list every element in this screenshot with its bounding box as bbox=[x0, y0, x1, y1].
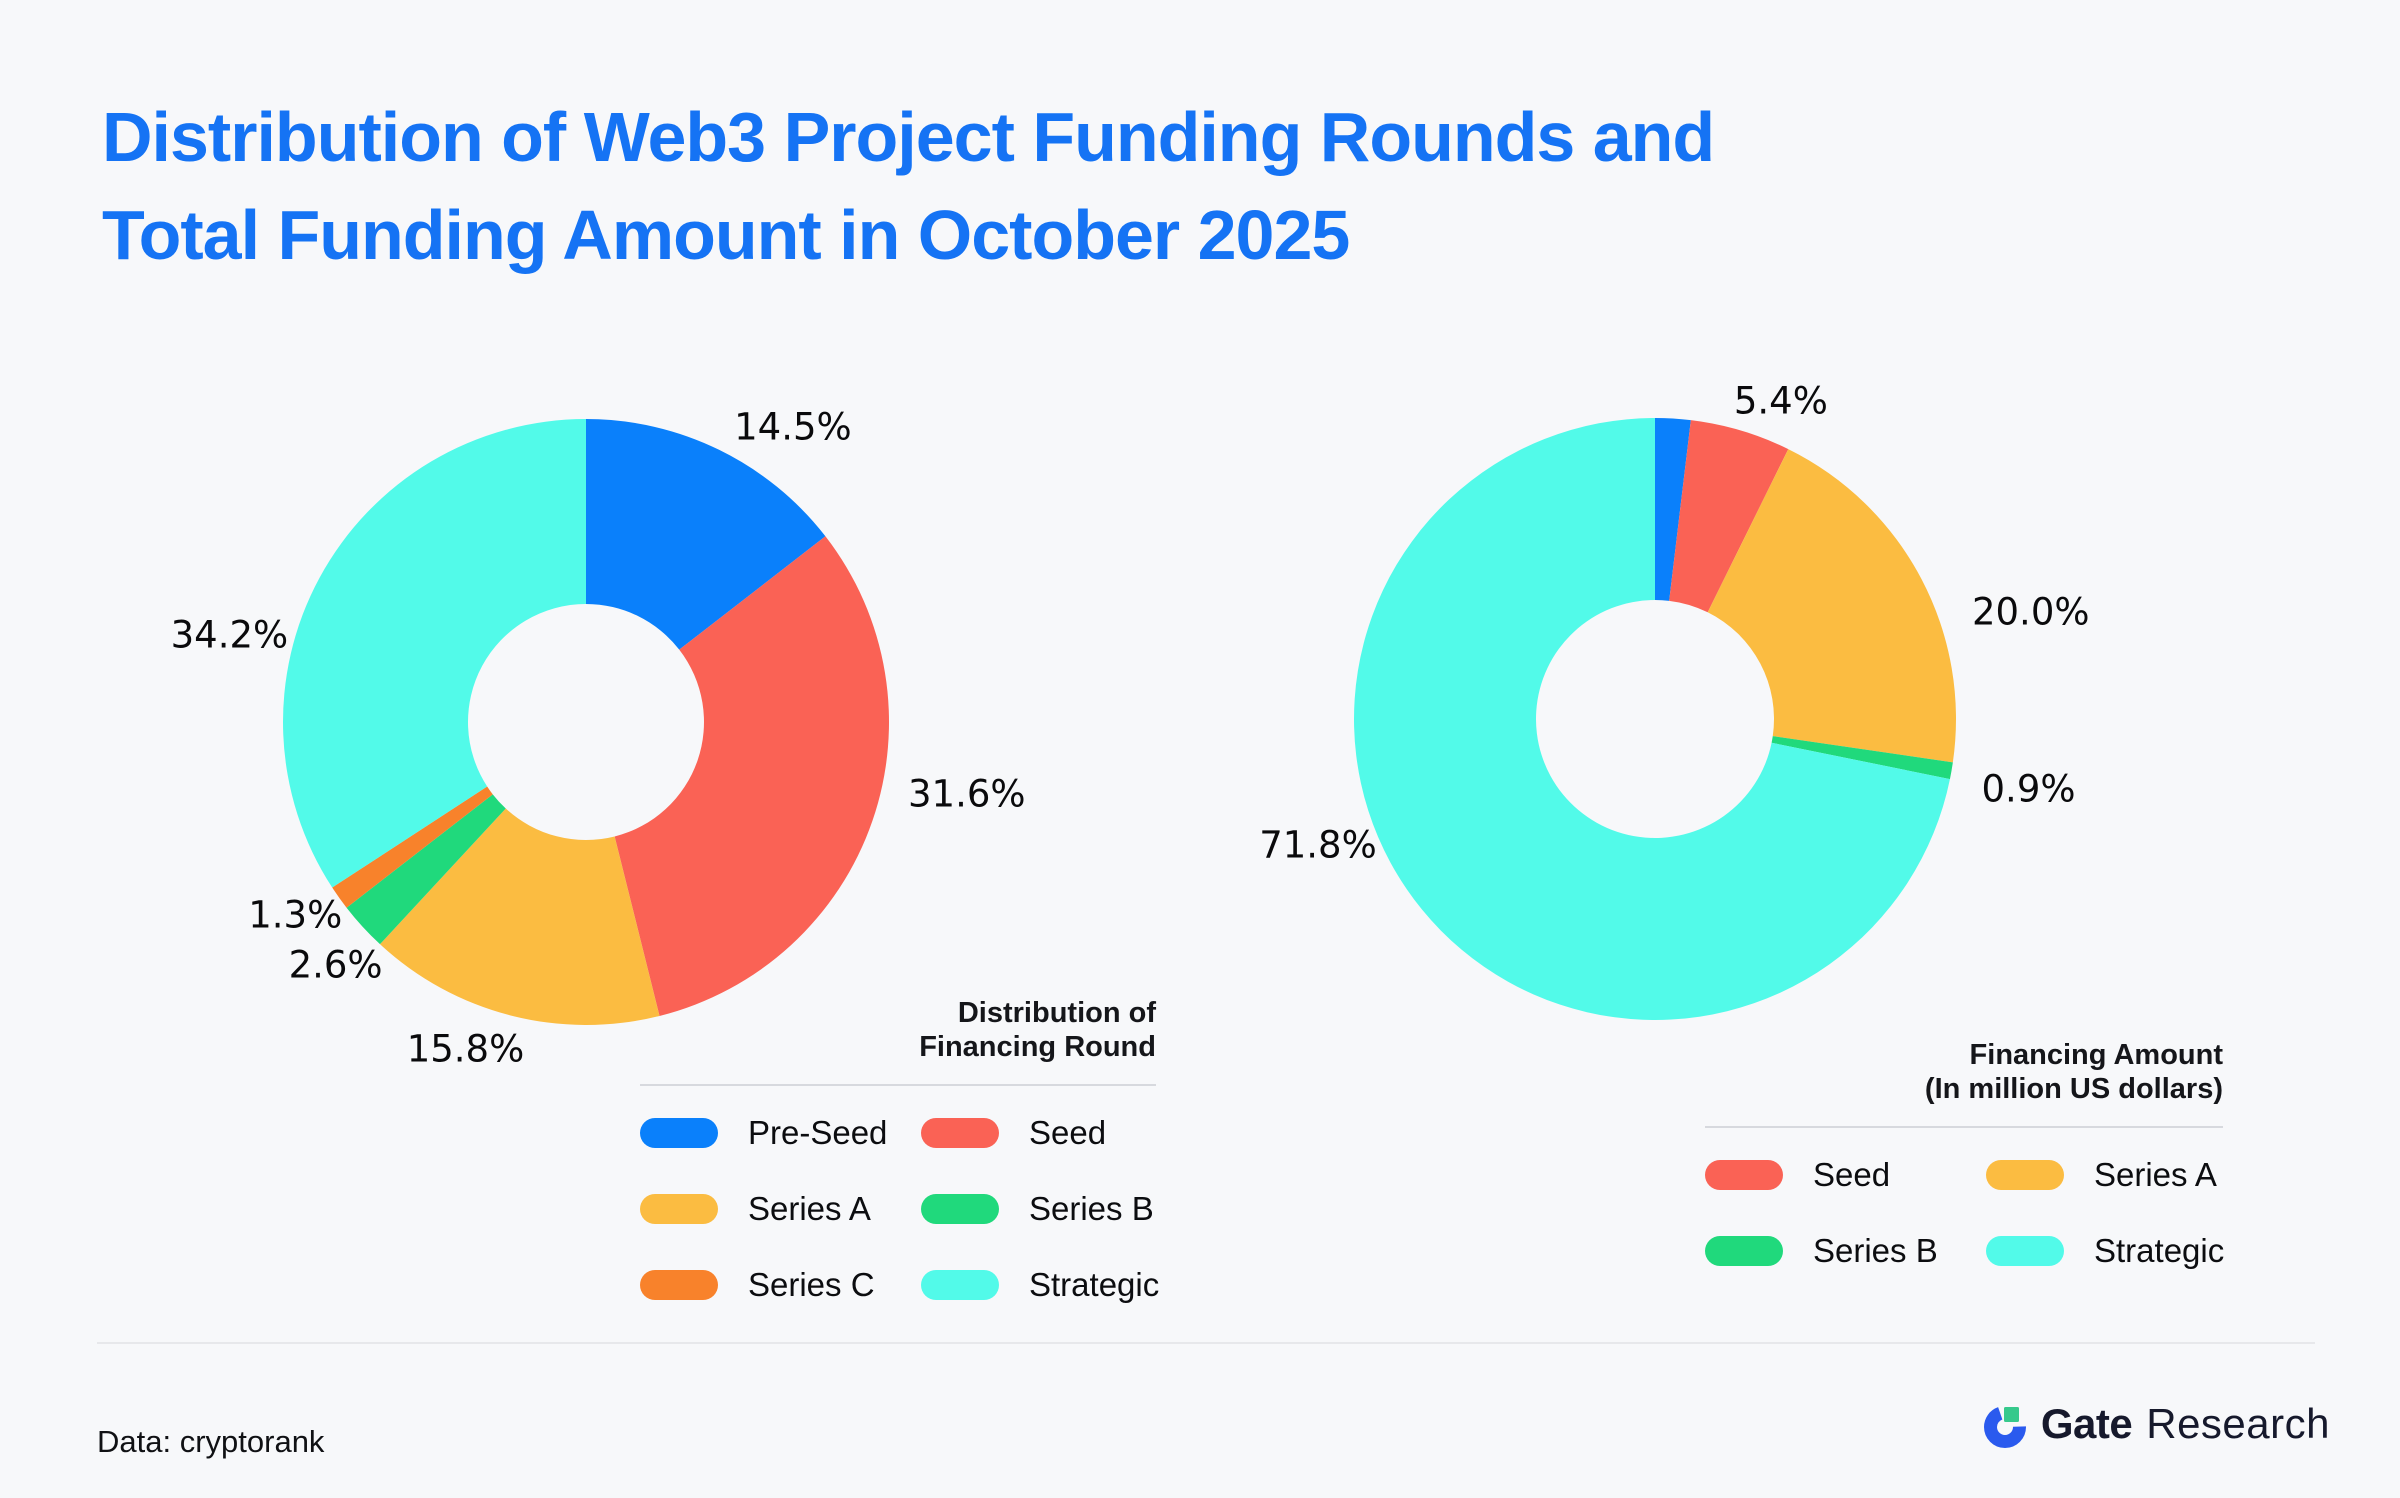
gate-logo-icon bbox=[1983, 1406, 2026, 1448]
legend-item-label: Series A bbox=[2094, 1156, 2217, 1193]
legend-swatch-icon bbox=[640, 1270, 718, 1300]
slice-seed bbox=[614, 536, 890, 1016]
pct-label-series-b: 0.9% bbox=[1981, 767, 2076, 811]
brand-name-research: Research bbox=[2146, 1400, 2330, 1447]
pct-label-seed: 31.6% bbox=[908, 772, 1026, 816]
donut-distribution-of-financing-round bbox=[282, 419, 890, 1026]
pct-label-strategic: 34.2% bbox=[170, 613, 289, 657]
gate-research-wordmark: Gate Research bbox=[2041, 1400, 2330, 1448]
legend-item-series-b: Series B bbox=[1705, 1232, 1986, 1270]
legend-item-strategic: Strategic bbox=[921, 1266, 1159, 1304]
legend-title-line: Financing Round bbox=[919, 1031, 1156, 1063]
legend-swatch-icon bbox=[921, 1194, 999, 1224]
slice-seed bbox=[1669, 420, 1789, 613]
page-title-line2: Total Funding Amount in October 2025 bbox=[102, 196, 1350, 274]
donut-financing-amount bbox=[1354, 418, 1956, 1020]
legend-swatch-icon bbox=[921, 1118, 999, 1148]
legend-item-label: Series B bbox=[1029, 1190, 1154, 1227]
data-source-label: Data: cryptorank bbox=[97, 1424, 325, 1459]
legend-divider bbox=[640, 1084, 1156, 1086]
legend-title-financing-round: Distribution of Financing Round bbox=[640, 996, 1156, 1064]
legend-item-label: Series B bbox=[1813, 1232, 1938, 1269]
footer-divider bbox=[97, 1342, 2315, 1344]
gate-research-logo: Gate Research bbox=[1983, 1398, 2330, 1450]
legend-swatch-icon bbox=[1705, 1160, 1783, 1190]
pct-label-series-a: 15.8% bbox=[406, 1027, 525, 1071]
brand-name-gate: Gate bbox=[2040, 1400, 2133, 1447]
slice-series-a bbox=[379, 808, 660, 1026]
legend-item-label: Series C bbox=[748, 1266, 875, 1303]
pct-label-series-a: 20.0% bbox=[1971, 590, 2090, 634]
legend-financing-amount: Financing Amount (In million US dollars) … bbox=[1705, 1038, 2224, 1270]
legend-item-series-b: Series B bbox=[921, 1190, 1159, 1228]
legend-swatch-icon bbox=[1986, 1160, 2064, 1190]
slice-series-b bbox=[1771, 736, 1953, 780]
legend-item-seed: Seed bbox=[921, 1114, 1159, 1152]
legend-swatch-icon bbox=[921, 1270, 999, 1300]
slice-strategic bbox=[1354, 418, 1950, 1020]
legend-divider bbox=[1705, 1126, 2223, 1128]
legend-item-label: Strategic bbox=[1029, 1266, 1160, 1303]
legend-title-line: (In million US dollars) bbox=[1924, 1073, 2223, 1105]
legend-swatch-icon bbox=[640, 1194, 718, 1224]
slice-series-a bbox=[1707, 449, 1956, 763]
legend-swatch-icon bbox=[640, 1118, 718, 1148]
slice-strategic bbox=[282, 419, 586, 888]
legend-item-pre-seed: Pre-Seed bbox=[640, 1114, 921, 1152]
legend-title-line: Financing Amount bbox=[1969, 1039, 2223, 1071]
legend-item-series-c: Series C bbox=[640, 1266, 921, 1304]
slice-pre-seed bbox=[586, 419, 826, 650]
legend-swatch-icon bbox=[1986, 1236, 2064, 1266]
legend-item-series-a: Series A bbox=[1986, 1156, 2224, 1194]
slice-series-b bbox=[346, 794, 506, 945]
legend-title-line: Distribution of bbox=[957, 997, 1156, 1029]
legend-item-label: Pre-Seed bbox=[748, 1114, 888, 1151]
legend-item-label: Seed bbox=[1813, 1156, 1891, 1193]
slice-series-c bbox=[332, 786, 493, 908]
pct-label-seed: 5.4% bbox=[1733, 379, 1828, 423]
pct-label-series-c: 1.3% bbox=[248, 893, 343, 937]
legend-item-seed: Seed bbox=[1705, 1156, 1986, 1194]
legend-item-label: Series A bbox=[748, 1190, 871, 1227]
legend-title-financing-amount: Financing Amount (In million US dollars) bbox=[1705, 1038, 2223, 1106]
legend-financing-round: Distribution of Financing Round Pre-Seed S… bbox=[640, 996, 1159, 1304]
legend-item-label: Strategic bbox=[2094, 1232, 2225, 1269]
slice-pre-seed bbox=[1655, 418, 1691, 601]
legend-item-series-a: Series A bbox=[640, 1190, 921, 1228]
page-title: Distribution of Web3 Project Funding Rou… bbox=[102, 88, 1715, 284]
page-title-line1: Distribution of Web3 Project Funding Rou… bbox=[102, 98, 1715, 176]
legend-item-label: Seed bbox=[1029, 1114, 1107, 1151]
legend-swatch-icon bbox=[1705, 1236, 1783, 1266]
legend-items: Pre-Seed Seed Series A Series B Series C Stra… bbox=[640, 1114, 1159, 1304]
pct-label-strategic: 71.8% bbox=[1259, 823, 1377, 867]
pct-label-pre-seed: 14.5% bbox=[734, 405, 852, 449]
pct-label-series-b: 2.6% bbox=[288, 943, 383, 987]
legend-items: Seed Series A Series B Strategic bbox=[1705, 1156, 2224, 1270]
legend-item-strategic: Strategic bbox=[1986, 1232, 2224, 1270]
